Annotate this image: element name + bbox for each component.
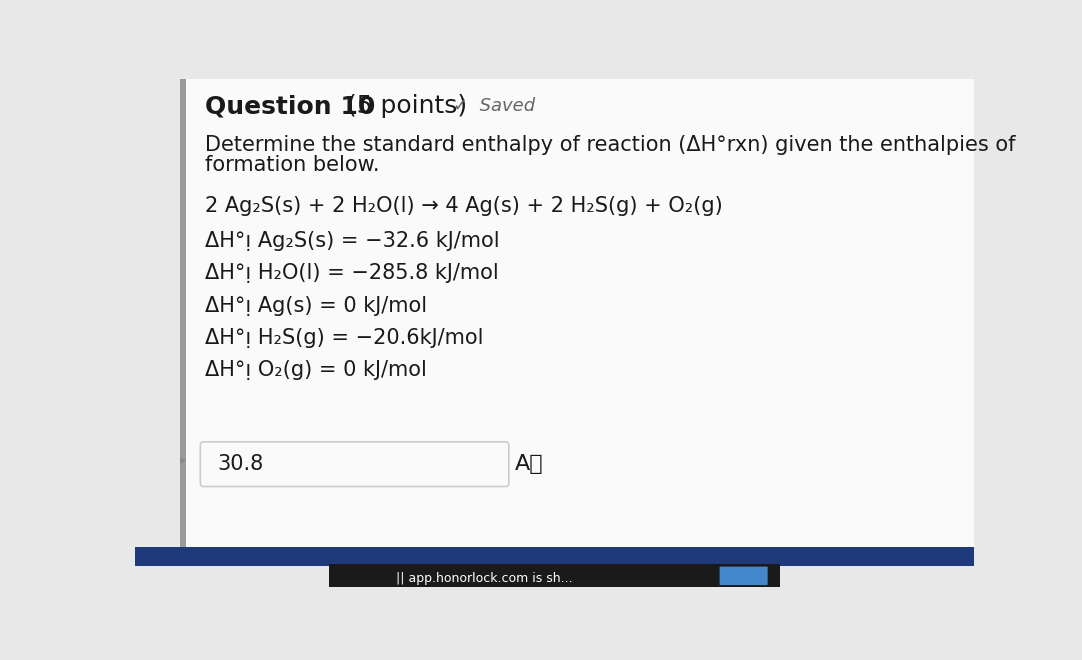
Text: || app.honorlock.com is sh...: || app.honorlock.com is sh... [396, 572, 572, 585]
Text: ΔH°ᴉ Ag(s) = 0 kJ/mol: ΔH°ᴉ Ag(s) = 0 kJ/mol [204, 296, 427, 315]
Text: ΔH°ᴉ Ag₂S(s) = −32.6 kJ/mol: ΔH°ᴉ Ag₂S(s) = −32.6 kJ/mol [204, 231, 500, 251]
FancyBboxPatch shape [181, 79, 974, 549]
Text: formation below.: formation below. [204, 156, 380, 176]
FancyBboxPatch shape [181, 79, 186, 549]
FancyBboxPatch shape [200, 442, 509, 486]
Text: Determine the standard enthalpy of reaction (ΔH°rxn) given the enthalpies of: Determine the standard enthalpy of react… [204, 135, 1016, 154]
Text: (5 points): (5 points) [339, 94, 467, 118]
FancyBboxPatch shape [135, 546, 974, 566]
Text: ✓  Saved: ✓ Saved [453, 97, 536, 115]
Text: ΔH°ᴉ H₂S(g) = −20.6kJ/mol: ΔH°ᴉ H₂S(g) = −20.6kJ/mol [204, 328, 484, 348]
Text: 30.8: 30.8 [217, 454, 264, 474]
Text: A⃥: A⃥ [515, 454, 543, 474]
Text: ΔH°ᴉ H₂O(l) = −285.8 kJ/mol: ΔH°ᴉ H₂O(l) = −285.8 kJ/mol [204, 263, 499, 283]
Text: Question 10: Question 10 [204, 94, 375, 118]
Text: 2 Ag₂S(s) + 2 H₂O(l) → 4 Ag(s) + 2 H₂S(g) + O₂(g): 2 Ag₂S(s) + 2 H₂O(l) → 4 Ag(s) + 2 H₂S(g… [204, 196, 723, 216]
FancyBboxPatch shape [329, 564, 780, 587]
FancyBboxPatch shape [720, 566, 767, 585]
Text: ΔH°ᴉ O₂(g) = 0 kJ/mol: ΔH°ᴉ O₂(g) = 0 kJ/mol [204, 360, 427, 380]
Text: ▸: ▸ [181, 454, 186, 467]
